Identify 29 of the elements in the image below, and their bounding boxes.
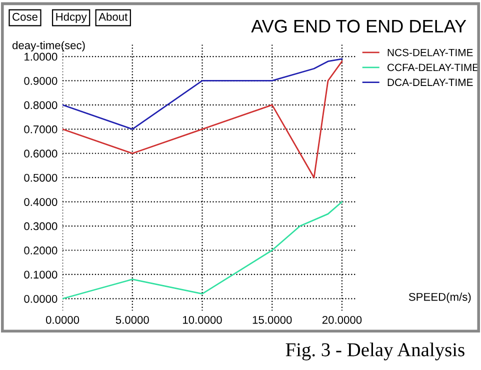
y-tick-label: 0.0000 — [24, 294, 58, 303]
legend-label: DCA-DELAY-TIME — [388, 78, 473, 86]
y-tick-label: 0.7000 — [24, 125, 58, 134]
y-tick-label: 0.9000 — [24, 76, 58, 85]
line-series — [62, 201, 343, 300]
y-tick-label: 0.5000 — [24, 174, 58, 182]
text: About — [98, 12, 128, 21]
y-tick-label: 0.2000 — [24, 246, 58, 254]
x-axis-title: SPEED(m/s) — [408, 292, 471, 304]
text: Hdcpy — [56, 12, 87, 23]
y-axis-title: deay-time(sec) — [12, 41, 85, 52]
x-tick-label: 20.0000 — [322, 316, 362, 324]
chart-title: AVG END TO END DELAY — [251, 20, 466, 33]
y-tick-label: 1.0000 — [24, 52, 58, 61]
y-tick-label: 0.6000 — [24, 150, 58, 158]
y-tick-label: 0.1000 — [24, 270, 58, 279]
x-tick-label: 15.0000 — [252, 316, 292, 324]
caption: Fig. 3 - Delay Analysis — [286, 342, 464, 360]
y-tick-label: 0.4000 — [24, 198, 58, 206]
y-tick-label: 0.8000 — [24, 101, 58, 110]
x-tick-label: 10.0000 — [183, 316, 222, 324]
legend-label: NCS-DELAY-TIME — [388, 48, 473, 56]
line-series — [62, 60, 343, 178]
legend-label: CCFA-DELAY-TIME — [388, 64, 479, 72]
y-tick-label: 0.3000 — [24, 222, 58, 230]
text: Cose — [12, 12, 38, 21]
x-tick-label: 5.0000 — [116, 316, 149, 324]
x-tick-label: 0.0000 — [46, 316, 80, 324]
line-series — [62, 58, 343, 130]
